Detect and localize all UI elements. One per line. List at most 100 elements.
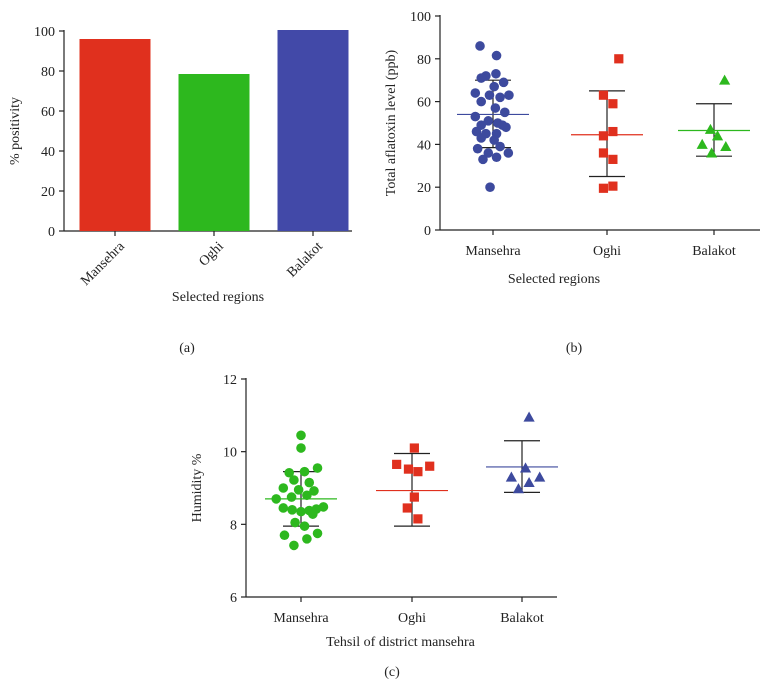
data-point-balakot: [512, 483, 525, 494]
data-point-mansehra: [489, 81, 499, 92]
data-point-mansehra: [299, 521, 310, 531]
data-point-mansehra: [483, 116, 494, 126]
y-tick-label-c: 8: [230, 518, 237, 533]
data-point-oghi: [598, 90, 609, 100]
data-point-mansehra: [490, 103, 501, 113]
y-tick-label-b: 20: [417, 181, 431, 196]
data-point-mansehra: [503, 148, 514, 158]
data-point-balakot: [720, 140, 732, 152]
data-point-oghi: [403, 464, 414, 474]
data-point-oghi: [608, 154, 618, 164]
data-point-mansehra: [284, 467, 295, 478]
panel-a: 0 20 40 60 80 100 % positivity Mansehra Oghi Bala…: [8, 25, 352, 356]
data-point-mansehra: [483, 148, 494, 158]
y-tick-label-c: 6: [230, 591, 237, 606]
data-point-mansehra: [286, 492, 297, 502]
y-tick-label-a: 100: [34, 25, 55, 40]
data-point-oghi: [413, 514, 423, 524]
data-point-mansehra: [504, 90, 514, 100]
data-point-mansehra: [296, 506, 306, 517]
y-tick-label-b: 80: [417, 53, 431, 68]
data-point-mansehra: [279, 530, 290, 541]
data-point-oghi: [598, 131, 609, 141]
data-point-oghi: [608, 181, 618, 191]
panel-label-a: (a): [179, 341, 195, 356]
panel-label-c: (c): [384, 665, 400, 680]
x-axis-title-c: Tehsil of district mansehra: [326, 635, 475, 650]
data-point-mansehra: [495, 141, 505, 152]
data-point-balakot: [523, 411, 535, 422]
y-tick-label-b: 100: [410, 10, 431, 25]
data-point-mansehra: [309, 486, 319, 496]
data-point-mansehra: [293, 485, 304, 495]
panel-b: 0 20 40 60 80 100 Total aflatoxin level (ppb) M…: [384, 10, 760, 356]
bar-mansehra: [79, 39, 151, 231]
data-point-mansehra: [278, 483, 289, 493]
category-label-oghi: Oghi: [398, 611, 426, 626]
data-point-mansehra: [302, 490, 312, 501]
data-point-mansehra: [491, 50, 502, 61]
y-axis-title-a: % positivity: [8, 97, 23, 165]
data-point-mansehra: [484, 90, 495, 100]
data-point-mansehra: [308, 509, 318, 519]
data-point-balakot: [704, 123, 717, 134]
y-tick-label-a: 0: [48, 225, 55, 240]
data-point-oghi: [409, 492, 419, 502]
category-label-oghi: Oghi: [593, 244, 621, 259]
category-label-mansehra: Mansehra: [78, 239, 128, 289]
data-point-mansehra: [495, 92, 505, 103]
y-tick-label-a: 60: [41, 105, 55, 120]
data-point-oghi: [409, 443, 419, 453]
y-tick-label-a: 80: [41, 65, 55, 80]
data-point-oghi: [614, 54, 624, 64]
category-label-balakot: Balakot: [500, 611, 544, 626]
data-point-mansehra: [498, 77, 509, 88]
y-tick-label-a: 40: [41, 145, 55, 160]
x-axis-title-b: Selected regions: [508, 272, 600, 287]
data-point-mansehra: [478, 154, 488, 165]
y-tick-label-c: 10: [223, 446, 237, 461]
category-label-oghi: Oghi: [196, 239, 226, 269]
data-point-oghi: [413, 467, 423, 477]
data-point-oghi: [598, 183, 609, 193]
data-point-oghi: [608, 99, 618, 109]
data-point-mansehra: [312, 528, 323, 539]
data-point-balakot: [711, 130, 724, 141]
data-point-mansehra: [491, 68, 501, 79]
data-point-mansehra: [318, 502, 329, 512]
data-point-balakot: [519, 462, 532, 473]
panel-label-b: (b): [566, 341, 583, 356]
data-point-mansehra: [476, 73, 487, 83]
data-point-mansehra: [475, 41, 485, 51]
panel-c: 6 8 10 12 Humidity % Mansehra Oghi Balakot Tehsi…: [190, 373, 558, 680]
data-point-balakot: [719, 74, 731, 85]
y-tick-label-b: 60: [417, 96, 431, 111]
data-point-mansehra: [296, 443, 306, 453]
data-point-mansehra: [271, 494, 282, 504]
data-point-mansehra: [287, 505, 297, 515]
data-point-mansehra: [500, 107, 510, 118]
data-point-oghi: [402, 503, 412, 513]
y-axis-title-c: Humidity %: [190, 453, 205, 522]
y-tick-label-b: 0: [424, 224, 431, 239]
y-axis-title-b: Total aflatoxin level (ppb): [384, 49, 399, 196]
data-point-mansehra: [289, 475, 299, 485]
data-point-mansehra: [476, 133, 487, 143]
x-axis-title-a: Selected regions: [172, 290, 264, 305]
category-label-balakot: Balakot: [284, 239, 325, 280]
data-point-balakot: [696, 138, 708, 149]
data-point-balakot: [534, 471, 546, 482]
data-point-mansehra: [485, 182, 495, 192]
data-point-mansehra: [302, 534, 312, 544]
data-point-oghi: [598, 148, 609, 158]
data-point-oghi: [392, 459, 402, 469]
data-point-mansehra: [278, 503, 289, 513]
category-label-mansehra: Mansehra: [465, 244, 521, 259]
data-point-balakot: [505, 471, 517, 482]
data-point-mansehra: [501, 122, 511, 133]
category-label-balakot: Balakot: [692, 244, 736, 259]
category-label-mansehra: Mansehra: [273, 611, 329, 626]
data-point-mansehra: [299, 466, 310, 477]
bar-oghi: [178, 74, 250, 231]
